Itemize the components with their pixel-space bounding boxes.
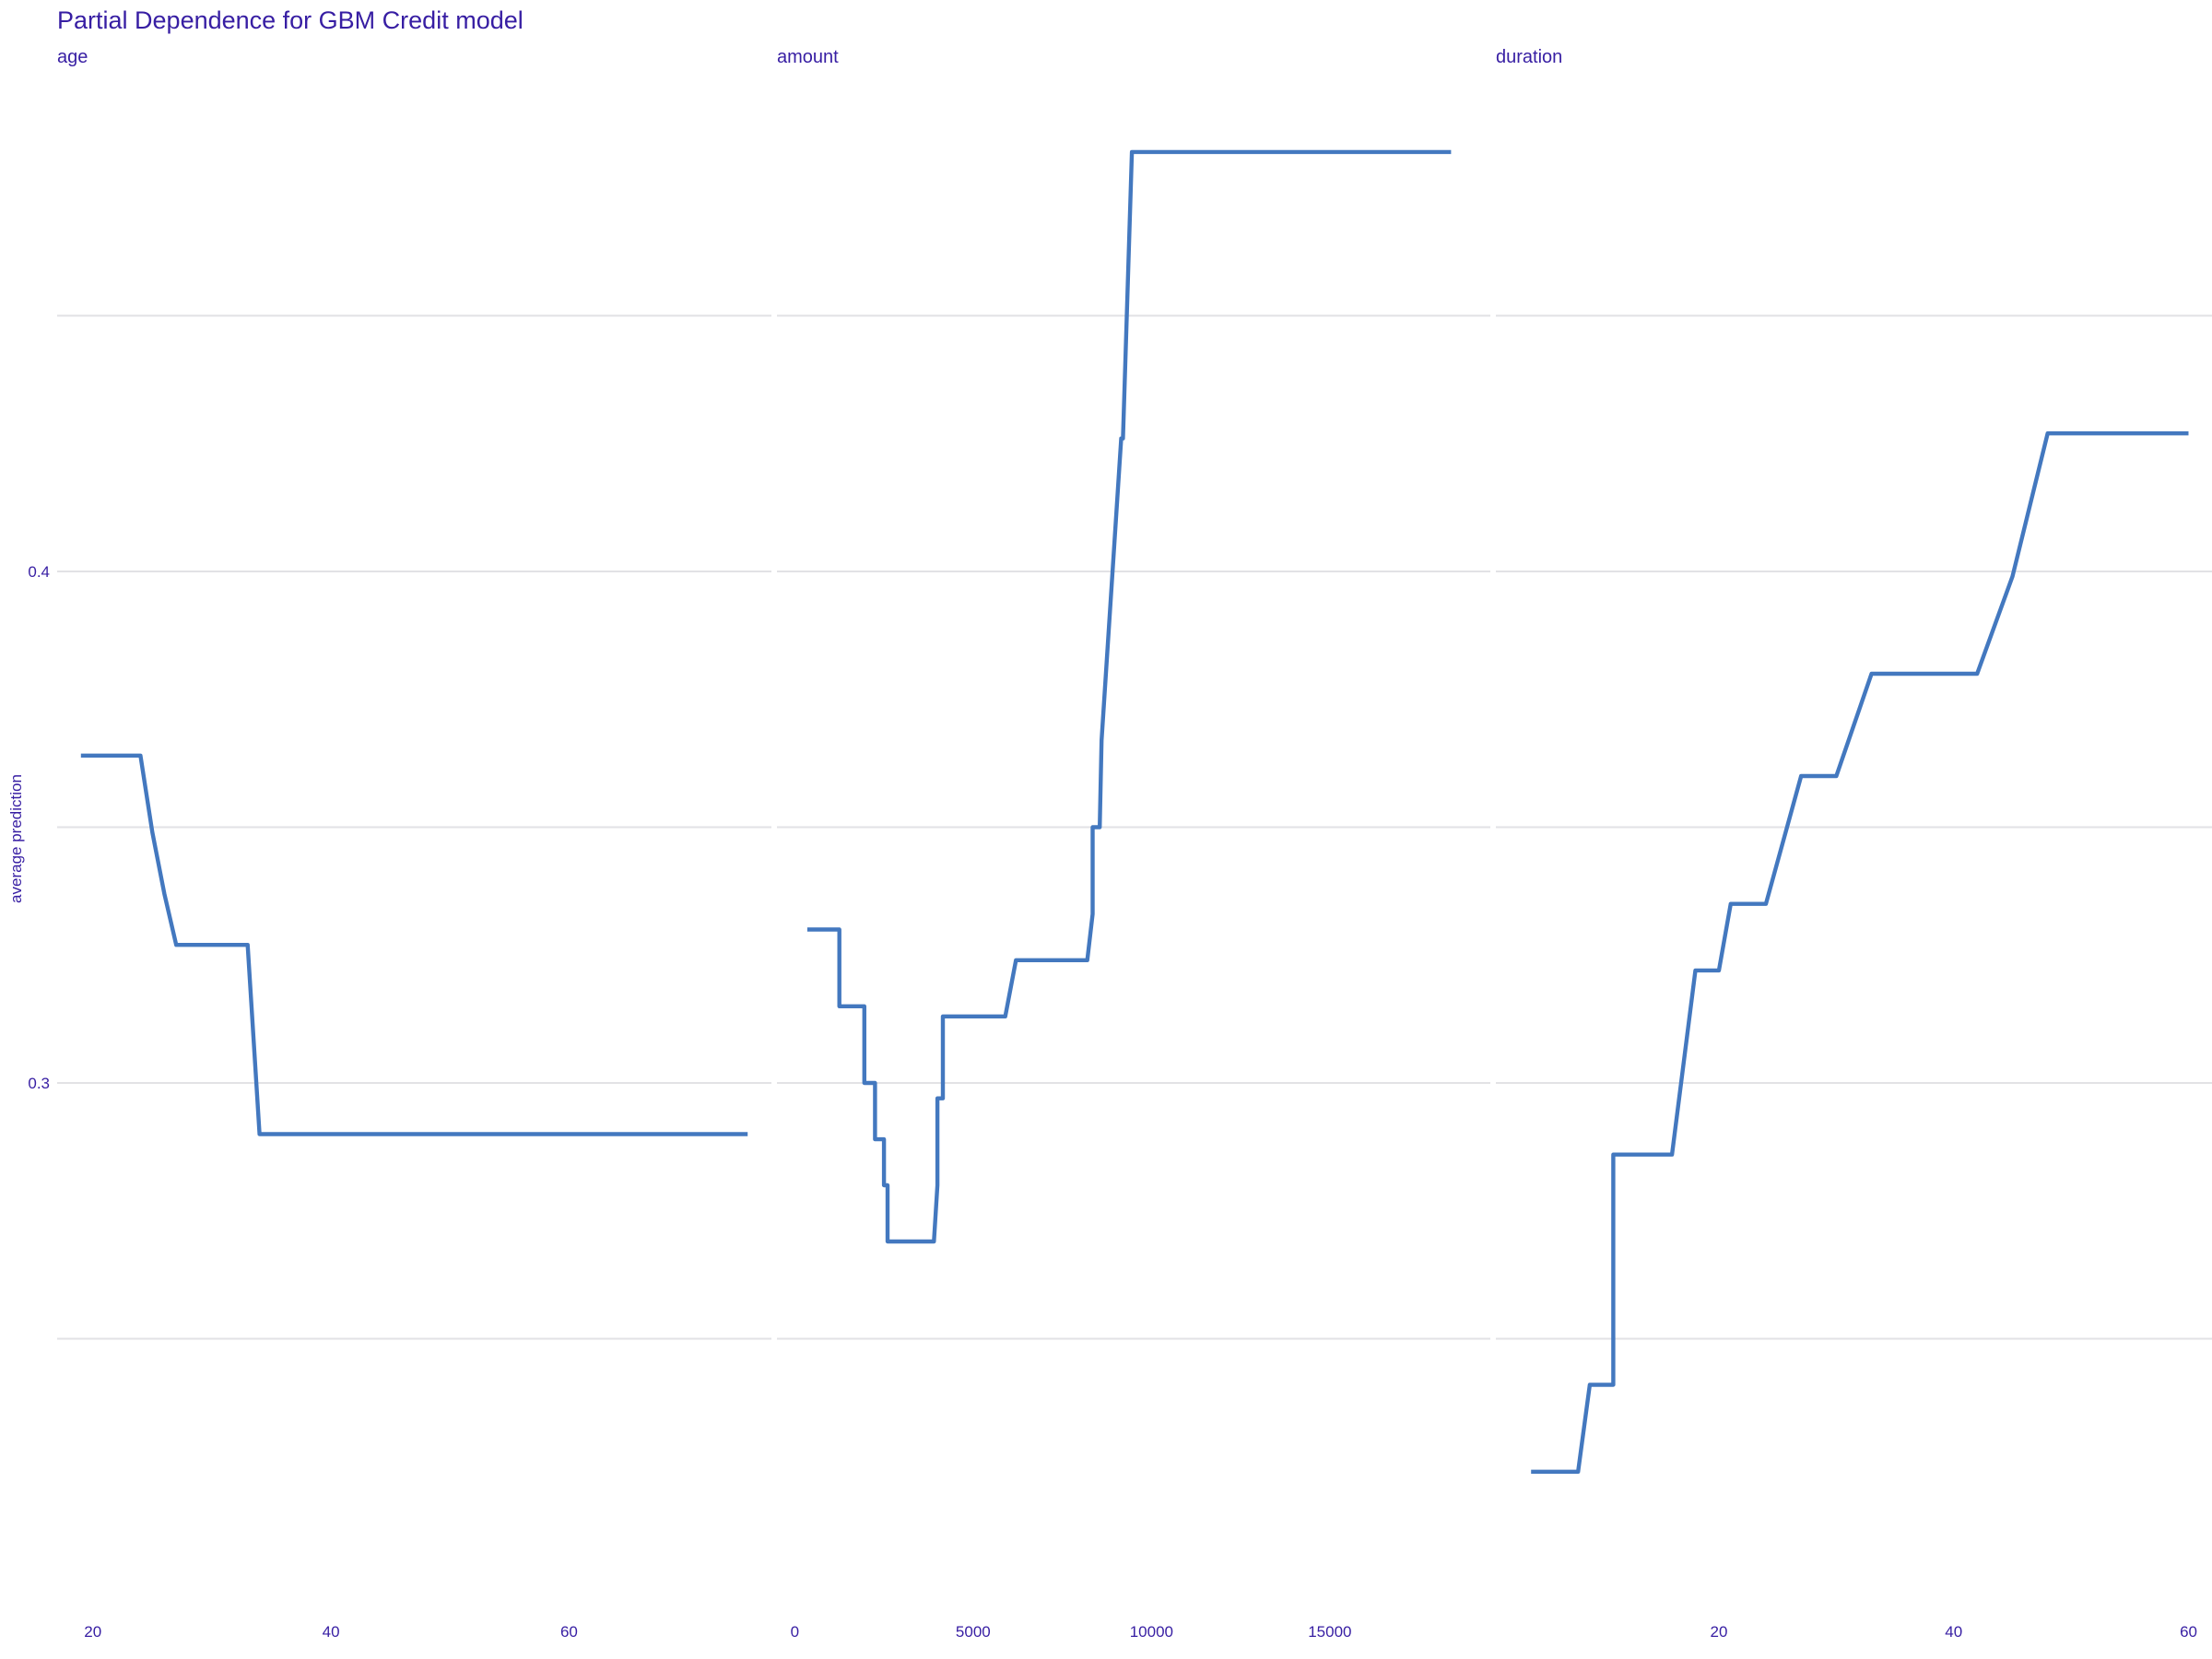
series-line-age	[80, 753, 748, 1136]
x-tick-label: 20	[84, 1623, 101, 1641]
y-tick-label: 0.4	[28, 563, 50, 581]
x-tick-label: 15000	[1308, 1623, 1351, 1641]
facet-label-age: age	[57, 47, 88, 67]
y-tick-label: 0.3	[28, 1075, 50, 1092]
x-tick-label: 40	[1945, 1623, 1962, 1641]
series-line-duration	[1531, 431, 2189, 1474]
facet-panel-age: age 20 40 60	[57, 47, 771, 1641]
facet-panels: age 20 40 60 amount 0 5000 10000 15000 duration 20…	[57, 47, 2212, 1641]
series-line-amount	[806, 149, 1452, 1244]
x-tick-label: 10000	[1130, 1623, 1173, 1641]
facet-label-duration: duration	[1496, 47, 1562, 67]
facet-panel-duration: duration 20 40 60	[1496, 47, 2212, 1641]
facet-panel-amount: amount 0 5000 10000 15000	[777, 47, 1490, 1641]
x-tick-label: 60	[560, 1623, 578, 1641]
x-tick-label: 5000	[956, 1623, 991, 1641]
x-tick-label: 0	[791, 1623, 799, 1641]
x-tick-label: 20	[1711, 1623, 1728, 1641]
x-tick-label: 40	[323, 1623, 340, 1641]
facet-label-amount: amount	[777, 47, 839, 67]
x-tick-label: 60	[2180, 1623, 2197, 1641]
y-axis-title: average prediction	[7, 774, 25, 903]
chart-title: Partial Dependence for GBM Credit model	[57, 6, 524, 34]
